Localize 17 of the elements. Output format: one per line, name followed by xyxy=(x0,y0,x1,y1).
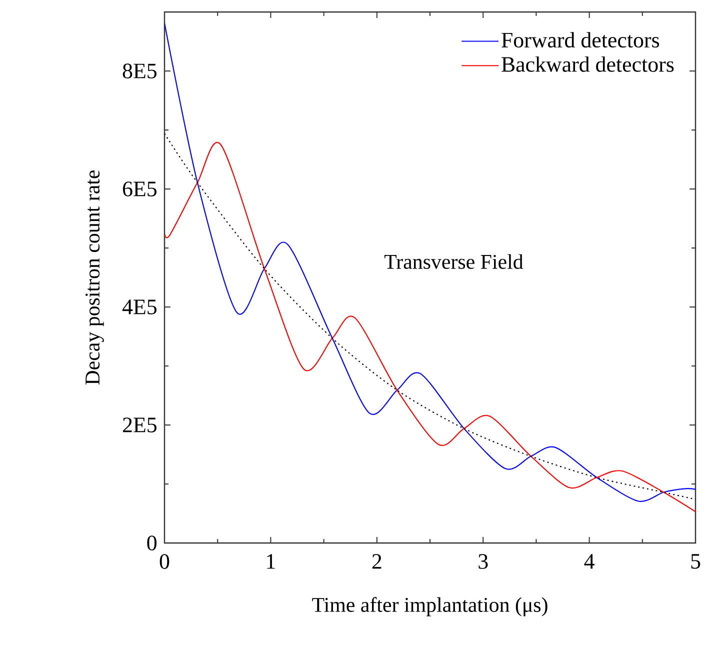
y-tick-label: 8E5 xyxy=(122,64,156,78)
x-axis-title: Time after implantation (μs) xyxy=(312,597,548,616)
x-tick-label: 0 xyxy=(160,554,170,569)
annotation: Transverse Field xyxy=(384,254,524,269)
x-tick-label: 3 xyxy=(478,554,488,569)
legend-label: Backward detectors xyxy=(502,56,674,72)
x-tick-label: 4 xyxy=(584,554,594,569)
y-tick-label: 0 xyxy=(147,536,156,550)
x-tick-label: 5 xyxy=(691,554,700,569)
legend-label: Forward detectors xyxy=(502,32,660,48)
y-tick-label: 4E5 xyxy=(122,300,156,314)
x-tick-label: 1 xyxy=(267,554,275,569)
line-series xyxy=(164,22,696,502)
y-tick-label: 2E5 xyxy=(122,418,156,432)
y-axis-title: Decay positron count rate xyxy=(86,170,104,385)
x-tick-label: 2 xyxy=(372,554,382,569)
y-tick-label: 6E5 xyxy=(122,182,156,196)
